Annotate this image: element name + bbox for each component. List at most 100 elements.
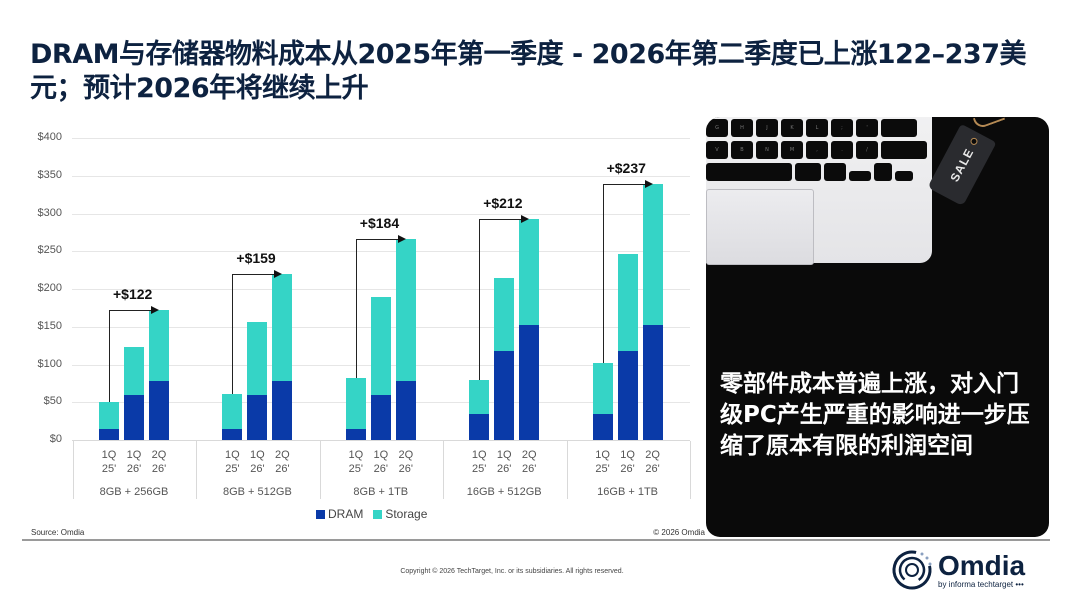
delta-label: +$159	[236, 249, 276, 266]
x-tick-label: 1Q 25'	[101, 449, 117, 475]
x-tick-label: 2Q 26'	[275, 449, 290, 475]
x-tick-label: 1Q 26'	[373, 449, 389, 475]
delta-arrow-line	[602, 184, 604, 363]
dram-bar	[469, 414, 490, 440]
storage-bar	[222, 393, 243, 429]
group-separator	[690, 441, 691, 499]
y-tick-label: $100	[37, 357, 62, 370]
arrow-head-icon	[151, 306, 159, 315]
chart-legend: DRAM Storage	[316, 507, 427, 521]
gridline	[72, 213, 690, 215]
divider	[22, 539, 1050, 541]
gridline	[72, 251, 690, 253]
x-tick-label: 2Q 26'	[645, 449, 660, 475]
x-tick-label: 1Q 26'	[250, 449, 265, 475]
x-tick-label: 2Q 26'	[398, 449, 414, 475]
delta-label: +$237	[606, 160, 646, 177]
x-tick-label: 1Q 26'	[496, 449, 512, 475]
arrow-head-icon	[644, 180, 653, 189]
storage-bar	[519, 218, 540, 326]
delta-arrow-line	[109, 310, 151, 312]
y-tick-label: $200	[37, 282, 62, 294]
dram-bar	[247, 394, 268, 440]
delta-arrow-line	[355, 239, 398, 241]
storage-bar	[395, 239, 416, 382]
dram-bar	[99, 428, 119, 440]
y-tick-label: $300	[37, 206, 62, 219]
arrow-head-icon	[397, 235, 406, 244]
y-tick-label: $250	[37, 244, 62, 257]
storage-bar	[247, 322, 268, 395]
storage-bar	[469, 379, 490, 415]
x-tick-label: 1Q 26'	[126, 449, 142, 475]
group-label: 8GB + 1TB	[353, 486, 409, 498]
y-tick-label: $350	[37, 168, 62, 181]
chart-source: Source: Omdia	[31, 528, 85, 537]
storage-bar	[149, 310, 169, 382]
image-panel: G H J K L; ' V B N M,. / SALE 零部件成本普遍上涨，对入门级PC产生严…	[706, 117, 1049, 537]
dram-bar	[222, 428, 243, 440]
x-tick-label: 1Q 25'	[225, 449, 240, 475]
y-tick-label: $50	[43, 395, 62, 408]
delta-label: +$212	[483, 194, 523, 211]
storage-bar	[99, 402, 119, 429]
delta-label: +$184	[359, 215, 400, 232]
storage-bar	[642, 184, 663, 326]
y-tick-label: $0	[49, 433, 62, 445]
legend-item-dram: DRAM	[316, 507, 363, 521]
delta-label: +$122	[113, 286, 153, 303]
delta-arrow-line	[232, 273, 234, 394]
group-label: 8GB + 256GB	[99, 486, 169, 498]
dram-bar	[345, 428, 366, 440]
gridline	[72, 138, 690, 139]
group-separator	[443, 441, 445, 499]
omdia-logo-icon	[890, 548, 934, 592]
dram-bar	[617, 350, 638, 440]
x-tick-label: 1Q 25'	[348, 449, 364, 475]
group-label: 16GB + 512GB	[466, 486, 542, 498]
storage-bar	[370, 297, 391, 395]
dram-bar	[494, 350, 515, 440]
dram-bar	[124, 394, 144, 440]
storage-bar	[592, 362, 613, 415]
stacked-bar-chart: $0 $50 $100 $150 $200 $250 $300 $350 $400 1Q 25' 1Q…	[37, 131, 691, 499]
group-separator	[566, 441, 568, 499]
delta-arrow-line	[109, 310, 110, 403]
dram-bar	[272, 381, 293, 440]
dram-bar	[149, 381, 169, 440]
arrow-head-icon	[521, 214, 530, 223]
storage-swatch-icon	[373, 509, 383, 519]
keyboard-row: V B N M,. /	[706, 141, 927, 159]
delta-arrow-line	[355, 239, 357, 379]
omdia-logo: Omdia by informa techtarget •••	[890, 548, 1025, 592]
logo-name: Omdia	[938, 549, 1026, 581]
delta-arrow-line	[602, 184, 645, 186]
dram-bar	[519, 325, 540, 440]
y-tick-label: $150	[37, 319, 62, 332]
slide-title: DRAM与存储器物料成本从2025年第一季度 - 2026年第二季度已上涨122…	[30, 39, 1026, 104]
gridline	[72, 175, 690, 177]
logo-sub: by informa techtarget •••	[938, 579, 1024, 589]
x-tick-label: 2Q 26'	[151, 449, 167, 475]
trackpad	[706, 189, 814, 265]
x-tick-label: 2Q 26'	[521, 449, 537, 475]
storage-bar	[494, 278, 515, 351]
group-label: 16GB + 1TB	[597, 486, 659, 498]
gridline	[72, 289, 690, 290]
group-separator	[73, 441, 74, 499]
dram-swatch-icon	[316, 509, 325, 519]
panel-caption: 零部件成本普遍上涨，对入门级PC产生严重的影响进一步压缩了原本有限的利润空间	[720, 371, 1030, 459]
tag-string	[972, 117, 1006, 130]
keyboard-row: G H J K L; '	[706, 119, 917, 137]
legend-label: Storage	[385, 507, 428, 521]
x-tick-label: 1Q 26'	[620, 449, 635, 475]
storage-bar	[617, 253, 638, 351]
chart-copyright: © 2026 Omdia	[653, 528, 705, 537]
arrow-head-icon	[274, 269, 283, 278]
dram-bar	[395, 381, 416, 440]
legend-item-storage: Storage	[373, 507, 427, 521]
dram-bar	[642, 325, 663, 440]
group-label: 8GB + 512GB	[222, 486, 292, 498]
x-axis	[72, 440, 690, 441]
keyboard-row	[706, 163, 913, 181]
